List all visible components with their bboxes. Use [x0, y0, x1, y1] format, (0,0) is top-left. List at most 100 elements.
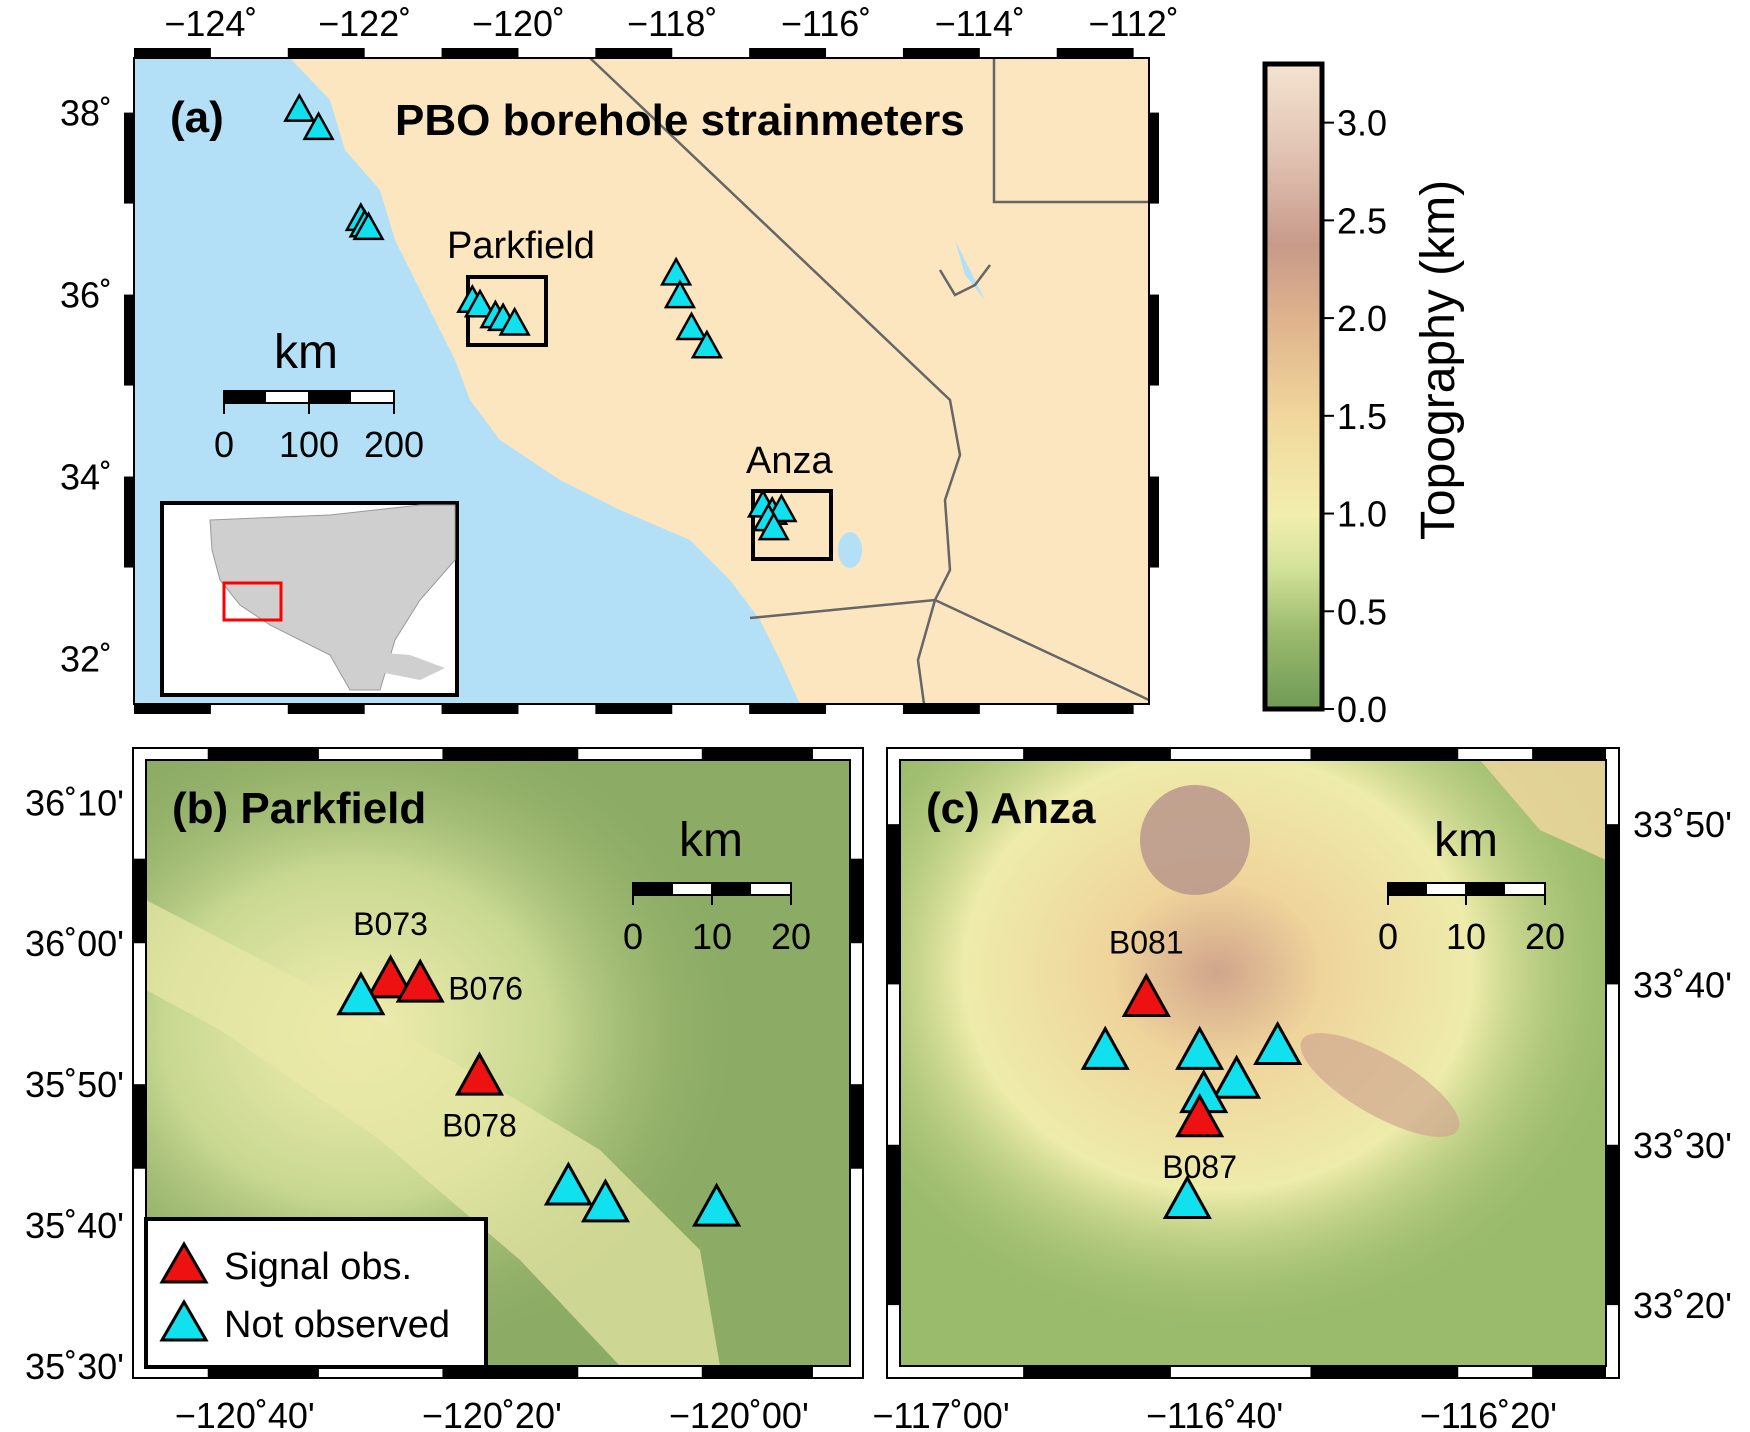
station-marker: [675, 311, 708, 341]
lat-tick: 36˚00': [25, 923, 124, 964]
panel-c-axis-bars: [888, 748, 1618, 1378]
station-marker: [365, 954, 416, 999]
station-marker: [663, 279, 697, 309]
panel-c-ridge-ne: [1480, 760, 1606, 860]
station-marker: [692, 1182, 742, 1227]
panel-b-longitude-ticks: −120˚40' −120˚20' −120˚00': [175, 1395, 809, 1432]
legend-not-observed-label: Not observed: [224, 1304, 450, 1346]
station-marker: [454, 1051, 505, 1096]
scale-tick-0: 0: [1378, 916, 1398, 957]
ca-nv-az-border: [589, 58, 962, 704]
land: [290, 58, 1149, 704]
panel-b-latitude-ticks: 36˚10' 36˚00' 35˚50' 35˚40' 35˚30': [25, 782, 124, 1387]
station-marker: [659, 256, 693, 286]
panel-b-stations: B073 B076 B078: [336, 906, 742, 1227]
station-marker: [1162, 1174, 1212, 1219]
station-marker: [336, 971, 386, 1016]
panel-c-longitude-ticks: −117˚00' −116˚40' −116˚20': [872, 1395, 1557, 1432]
lat-tick: 35˚50': [25, 1064, 124, 1105]
panel-a-scale-bar: km 0 100 200: [214, 326, 424, 465]
station-label: B073: [353, 906, 428, 942]
station-marker: [463, 288, 497, 318]
lon-tick: −112˚: [1088, 3, 1178, 44]
station-marker: [498, 306, 531, 336]
panel-a-latitude-ticks: 38˚ 36˚ 34˚ 32˚: [60, 93, 112, 680]
lon-tick: −122˚: [318, 3, 411, 44]
panel-c: −117˚00' −116˚40' −116˚20' 33˚50'33˚40'33˚…: [872, 747, 1732, 1432]
lon-tick: −120˚00': [669, 1395, 809, 1432]
salton-sea: [838, 532, 862, 568]
colorbar-ramp: [1262, 61, 1325, 712]
colorbar-tick: 1.5: [1337, 396, 1387, 437]
lat-tick: 32˚: [60, 639, 112, 680]
colorbar-tick: 2.5: [1337, 200, 1387, 241]
panel-b-scale-bar: km 0 10 20: [623, 814, 811, 957]
panel-c-frame-outer: [886, 747, 1620, 1379]
label-anza: Anza: [746, 440, 833, 482]
station-marker: [1175, 1025, 1225, 1070]
scale-tick-100: 100: [279, 424, 339, 465]
lat-tick: 33˚40': [1633, 964, 1732, 1005]
panel-b-valley: [146, 900, 720, 1366]
panel-a-longitude-ticks: −124˚ −122˚ −120˚ −118˚ −116˚ −114˚ −112˚: [164, 3, 1178, 44]
lat-tick: 38˚: [60, 93, 112, 134]
scale-unit: km: [1434, 814, 1498, 867]
nv-ut-border: [992, 58, 1149, 204]
panel-c-scale-bar: km 0 10 20: [1378, 814, 1565, 957]
panel-c-title: (c) Anza: [926, 784, 1096, 833]
lat-tick: 36˚10': [25, 782, 124, 823]
legend-signal-icon: [159, 1241, 209, 1284]
lat-tick: 33˚50': [1633, 804, 1732, 845]
panel-c-stations: B081 B087: [1080, 925, 1303, 1219]
inset-map: [160, 501, 459, 697]
panel-b: −120˚40' −120˚20' −120˚00' 36˚10' 36˚00' 35˚…: [25, 747, 864, 1432]
lat-tick: 35˚30': [25, 1346, 124, 1387]
panel-c-topo: [900, 760, 1606, 1366]
lat-tick: 35˚40': [25, 1205, 124, 1246]
colorbar-ticks: 0.0 0.5 1.0 1.5 2.0 2.5 3.0: [1322, 103, 1387, 730]
station-marker: [302, 111, 335, 141]
lake: [955, 240, 985, 300]
scale-tick-0: 0: [623, 916, 643, 957]
scale-unit: km: [274, 326, 338, 379]
scale-tick-20: 20: [1525, 916, 1565, 957]
panel-a: −124˚ −122˚ −120˚ −118˚ −116˚ −114˚ −112˚ 38˚3…: [60, 3, 1179, 714]
legend-signal-label: Signal obs.: [224, 1246, 412, 1288]
colorbar-tick: 0.5: [1337, 591, 1387, 632]
station-marker: [690, 329, 723, 359]
scale-tick-20: 20: [771, 916, 811, 957]
caribbean: [350, 650, 445, 680]
colorado-river: [938, 264, 991, 297]
inset-study-area: [222, 581, 283, 622]
station-marker: [1253, 1020, 1303, 1066]
panel-a-stations: [283, 92, 798, 541]
lon-tick: −120˚40': [175, 1395, 315, 1432]
lon-tick: −120˚: [472, 3, 565, 44]
station-label: B076: [448, 970, 523, 1006]
santa-rosa-ridge: [1300, 1033, 1460, 1137]
colorbar-label: Topography (km): [1412, 180, 1465, 540]
station-marker: [352, 211, 385, 241]
panel-a-title: PBO borehole strainmeters: [395, 96, 965, 145]
lon-tick: −118˚: [627, 3, 717, 44]
scale-tick-200: 200: [364, 424, 424, 465]
panel-b-title: (b) Parkfield: [172, 784, 426, 833]
lat-tick: 33˚30': [1633, 1125, 1732, 1166]
lon-tick: −114˚: [935, 3, 1025, 44]
station-marker: [1121, 972, 1171, 1017]
label-parkfield: Parkfield: [447, 225, 595, 267]
scale-tick-0: 0: [214, 424, 234, 465]
colorbar: 0.0 0.5 1.0 1.5 2.0 2.5 3.0 Topography (km): [1262, 61, 1465, 730]
panel-c-latitude-ticks: 33˚50' 33˚40' 33˚30' 33˚20': [1633, 804, 1732, 1326]
station-marker: [543, 1161, 593, 1206]
legend: Signal obs. Not observed: [144, 1217, 488, 1369]
san-jacinto-peak: [1140, 785, 1250, 895]
station-marker: [580, 1178, 631, 1223]
lon-tick: −116˚40': [1146, 1395, 1283, 1432]
lon-tick: −116˚: [781, 3, 871, 44]
station-marker: [1175, 1093, 1225, 1138]
lon-tick: −116˚20': [1420, 1395, 1557, 1432]
lat-tick: 33˚20': [1633, 1285, 1732, 1326]
station-marker: [1080, 1025, 1130, 1070]
